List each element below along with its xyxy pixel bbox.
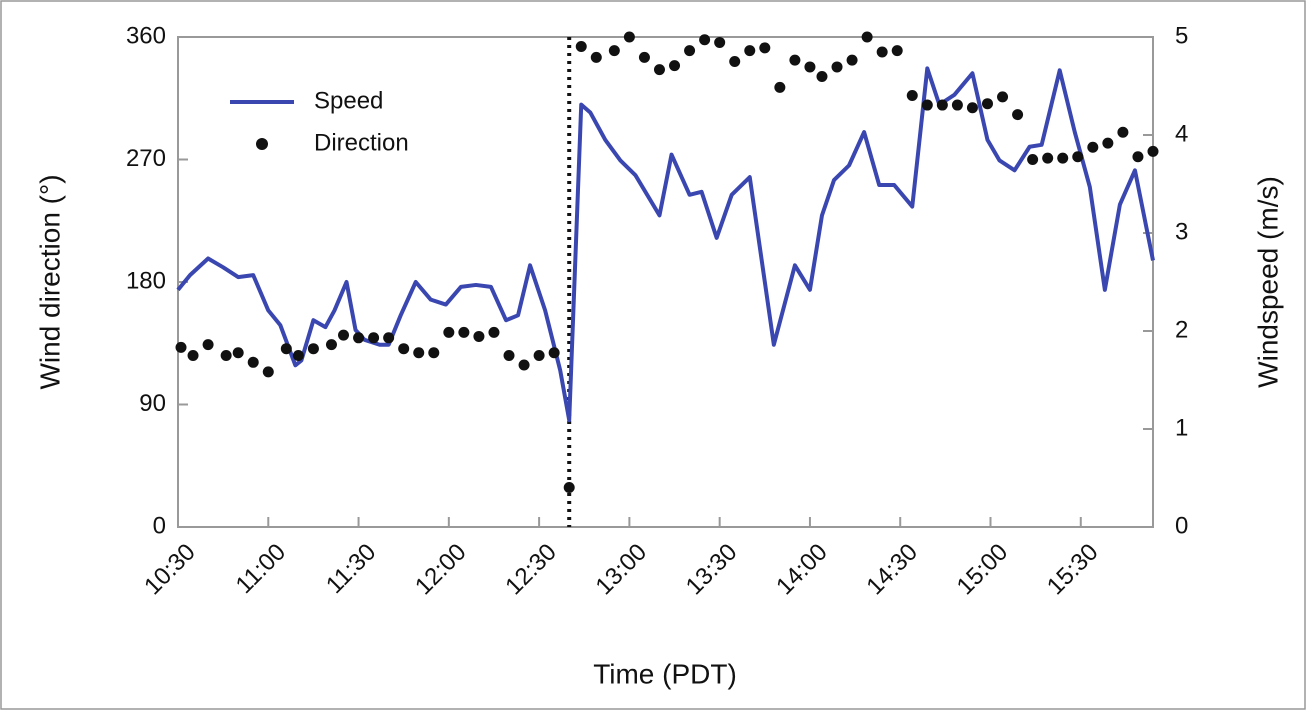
direction-dot [936, 99, 948, 111]
direction-dot [789, 54, 801, 66]
direction-dot [307, 343, 319, 355]
direction-dot [774, 81, 786, 93]
direction-dot [1057, 152, 1069, 164]
y-tick-label: 90 [139, 390, 166, 417]
direction-dot [1102, 137, 1114, 149]
direction-dot [575, 41, 587, 53]
direction-dot [353, 332, 365, 344]
direction-dot [876, 46, 888, 58]
direction-dot [744, 45, 756, 57]
direction-dot [608, 45, 620, 57]
x-tick-label: 14:00 [771, 539, 833, 601]
x-tick-label: 13:00 [591, 539, 653, 601]
direction-dot [684, 45, 696, 57]
direction-dot [1132, 151, 1144, 163]
direction-dot [202, 339, 214, 351]
x-tick-label: 10:30 [139, 539, 201, 601]
direction-dot [473, 330, 485, 342]
direction-dot [653, 64, 665, 76]
direction-dot [368, 332, 380, 344]
legend-label: Speed [314, 87, 383, 114]
y2-tick-label: 5 [1175, 22, 1188, 49]
legend-label: Direction [314, 129, 409, 156]
direction-dot [488, 326, 500, 338]
y-tick-label: 0 [153, 512, 166, 539]
direction-dot [590, 51, 602, 63]
direction-dot [533, 350, 545, 361]
direction-dot [1087, 141, 1099, 153]
y2-tick-label: 4 [1175, 120, 1188, 147]
direction-dot [699, 34, 711, 46]
direction-dot [503, 350, 515, 361]
direction-dot [413, 347, 425, 359]
direction-dot [966, 102, 978, 114]
direction-dot [759, 42, 771, 54]
direction-dot [187, 350, 199, 361]
direction-dot [1072, 151, 1084, 163]
direction-dot [292, 350, 304, 361]
direction-dot [548, 347, 560, 359]
direction-dot [638, 51, 650, 63]
x-tick-label: 12:00 [410, 539, 472, 601]
direction-dot [669, 60, 681, 72]
direction-dot [804, 61, 816, 73]
direction-dot [1147, 145, 1159, 157]
direction-dot [921, 99, 933, 111]
x-axis-label: Time (PDT) [593, 658, 737, 689]
direction-dot [175, 341, 187, 353]
direction-dot [861, 31, 873, 43]
direction-dot [220, 350, 232, 361]
x-tick-label: 11:30 [321, 539, 381, 599]
x-tick-label: 11:00 [231, 539, 291, 599]
legend-swatch [256, 138, 268, 150]
direction-dot [262, 366, 274, 378]
direction-dot [891, 45, 903, 57]
y2-tick-label: 1 [1175, 414, 1188, 441]
direction-dot [846, 54, 858, 66]
direction-dot [232, 347, 244, 359]
direction-dot [518, 359, 530, 371]
y-tick-label: 270 [126, 145, 166, 172]
direction-dot [383, 332, 395, 344]
x-tick-label: 15:30 [1042, 539, 1104, 601]
direction-dot [1012, 109, 1024, 121]
y-axis-label: Wind direction (°) [34, 174, 65, 389]
direction-dot [338, 329, 350, 341]
direction-dot [398, 343, 410, 355]
x-tick-label: 12:30 [500, 539, 562, 601]
direction-dot [951, 99, 963, 111]
y2-tick-label: 0 [1175, 512, 1188, 539]
y-tick-label: 180 [126, 267, 166, 294]
direction-dot [831, 61, 843, 73]
direction-dot [714, 36, 726, 48]
direction-dot [280, 343, 292, 355]
direction-dot [1117, 126, 1129, 138]
y2-axis-label: Windspeed (m/s) [1252, 176, 1283, 388]
speed-line [176, 66, 1155, 423]
direction-dot [623, 31, 635, 43]
x-tick-label: 13:30 [681, 539, 743, 601]
direction-dot [816, 70, 828, 82]
x-tick-label: 15:00 [952, 539, 1014, 601]
direction-dot [1027, 154, 1039, 165]
direction-dot [997, 91, 1009, 103]
direction-dot [563, 482, 575, 494]
direction-dot [458, 326, 470, 338]
direction-dot [428, 347, 440, 359]
y-tick-label: 360 [126, 22, 166, 49]
direction-dot [906, 90, 918, 102]
y2-tick-label: 2 [1175, 316, 1188, 343]
direction-dot [1042, 152, 1054, 164]
direction-dot [981, 98, 993, 110]
direction-dot [247, 356, 259, 368]
direction-dot [729, 56, 741, 67]
x-tick-label: 14:30 [861, 539, 923, 601]
direction-dot [325, 339, 337, 351]
direction-dot [443, 326, 455, 338]
y2-tick-label: 3 [1175, 218, 1188, 245]
